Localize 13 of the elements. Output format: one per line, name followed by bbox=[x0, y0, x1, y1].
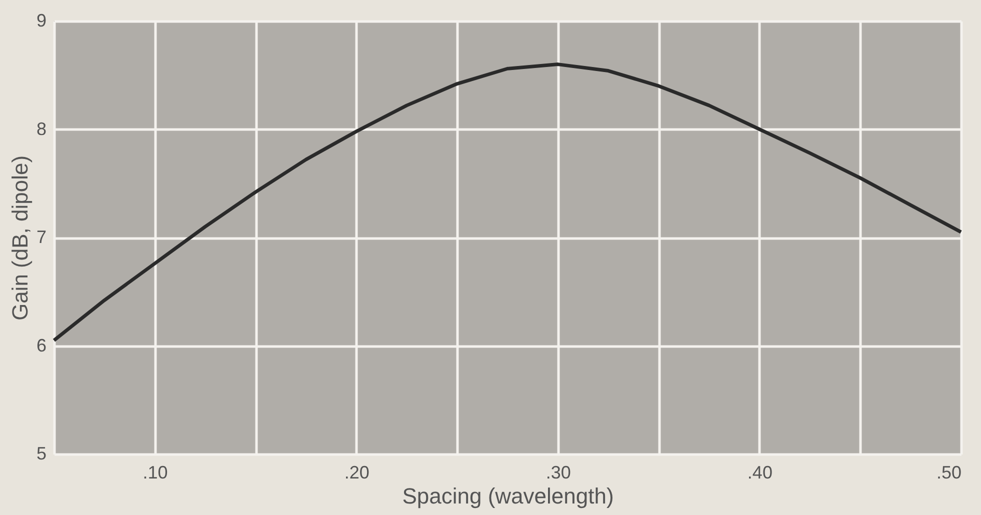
x-tick-label: .20 bbox=[344, 462, 370, 482]
x-axis-title: Spacing (wavelength) bbox=[402, 484, 614, 508]
x-tick-label: .30 bbox=[546, 462, 571, 482]
y-tick-label: 7 bbox=[36, 227, 46, 247]
y-axis-title: Gain (dB, dipole) bbox=[7, 155, 32, 321]
x-tick-label: .40 bbox=[747, 462, 772, 482]
line-series bbox=[52, 62, 963, 342]
y-tick-label: 5 bbox=[36, 444, 46, 464]
y-tick-label: 9 bbox=[36, 10, 46, 30]
x-tick-label: .10 bbox=[142, 462, 168, 482]
y-tick-label: 6 bbox=[36, 335, 46, 356]
y-tick-label: 8 bbox=[36, 118, 46, 139]
x-tick-label: .50 bbox=[936, 462, 962, 482]
